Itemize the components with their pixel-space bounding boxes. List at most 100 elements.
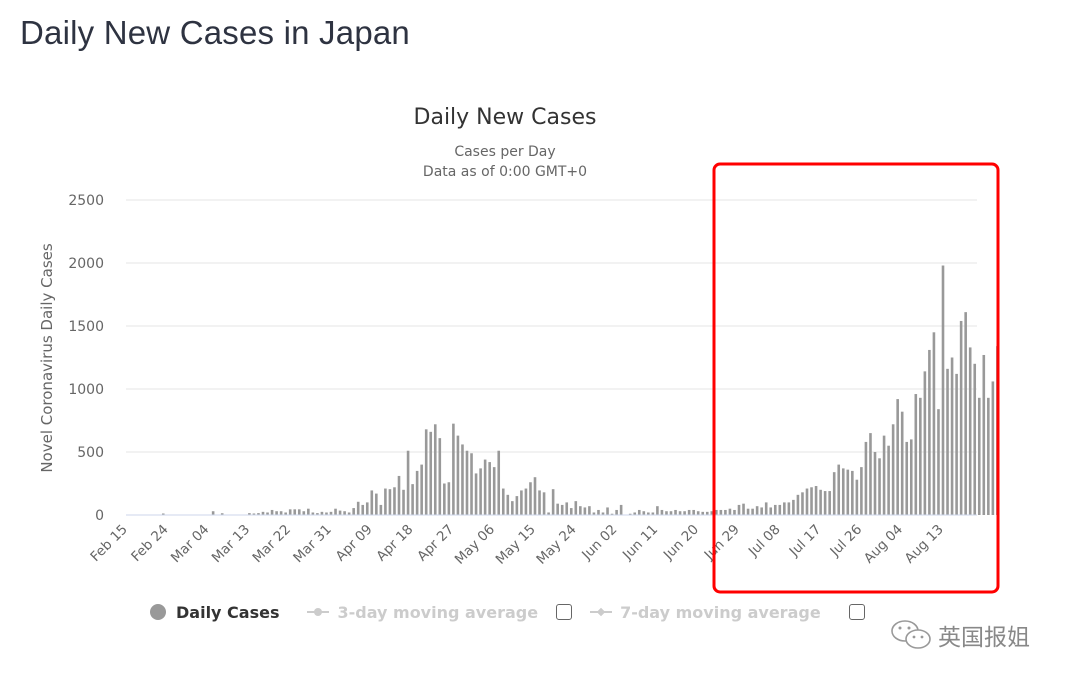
bar[interactable]	[501, 488, 505, 515]
bar[interactable]	[551, 489, 555, 515]
bar[interactable]	[968, 347, 972, 515]
bar[interactable]	[783, 502, 786, 515]
bar[interactable]	[542, 492, 546, 515]
bar[interactable]	[474, 473, 478, 515]
bar[interactable]	[647, 512, 650, 515]
bar[interactable]	[665, 511, 668, 515]
bar[interactable]	[325, 512, 328, 515]
bar[interactable]	[633, 512, 637, 515]
bar[interactable]	[302, 511, 306, 515]
bar[interactable]	[615, 509, 618, 515]
bar[interactable]	[746, 508, 750, 515]
bar[interactable]	[406, 450, 410, 515]
bar[interactable]	[438, 438, 442, 515]
bar[interactable]	[977, 397, 981, 515]
bar[interactable]	[411, 484, 414, 515]
bar[interactable]	[520, 490, 523, 515]
bar[interactable]	[687, 509, 691, 515]
bar[interactable]	[579, 506, 582, 515]
bar[interactable]	[810, 487, 813, 515]
bar[interactable]	[823, 491, 827, 515]
bar[interactable]	[293, 509, 297, 515]
bar[interactable]	[864, 441, 868, 515]
bar[interactable]	[515, 496, 519, 515]
bar[interactable]	[656, 506, 659, 515]
bar[interactable]	[651, 512, 655, 515]
bar[interactable]	[914, 394, 918, 515]
bar[interactable]	[443, 483, 446, 516]
bar[interactable]	[610, 513, 614, 515]
bar[interactable]	[402, 489, 405, 515]
bar[interactable]	[606, 507, 609, 515]
bar[interactable]	[320, 511, 324, 515]
bar[interactable]	[547, 512, 550, 515]
bar[interactable]	[928, 349, 931, 515]
bar[interactable]	[297, 509, 301, 515]
bar[interactable]	[701, 511, 705, 515]
bar[interactable]	[751, 508, 754, 515]
bar[interactable]	[429, 431, 433, 515]
bar[interactable]	[959, 320, 963, 515]
legend-item-daily-cases[interactable]: Daily Cases	[150, 603, 279, 622]
bar[interactable]	[461, 444, 464, 515]
bar[interactable]	[384, 488, 387, 515]
bar[interactable]	[488, 462, 491, 515]
bar[interactable]	[565, 502, 569, 515]
bar[interactable]	[588, 506, 591, 515]
bar[interactable]	[569, 508, 573, 515]
bar[interactable]	[674, 509, 677, 515]
bar[interactable]	[338, 510, 342, 515]
bar[interactable]	[220, 513, 224, 515]
bar[interactable]	[882, 435, 886, 515]
bar[interactable]	[257, 513, 260, 515]
bar[interactable]	[266, 512, 269, 515]
bar[interactable]	[352, 508, 355, 515]
bar[interactable]	[964, 312, 967, 515]
bar[interactable]	[420, 464, 423, 515]
bar[interactable]	[279, 511, 283, 515]
bar[interactable]	[696, 511, 700, 515]
bar[interactable]	[560, 504, 564, 515]
bar[interactable]	[347, 512, 351, 515]
bar[interactable]	[715, 509, 718, 515]
bar[interactable]	[452, 423, 455, 515]
bar[interactable]	[887, 445, 890, 515]
bar[interactable]	[846, 469, 850, 515]
bar[interactable]	[950, 357, 954, 516]
bar[interactable]	[724, 509, 727, 515]
bar[interactable]	[923, 371, 927, 515]
bar[interactable]	[538, 490, 541, 515]
bar[interactable]	[841, 468, 845, 515]
bar[interactable]	[742, 503, 745, 515]
bar[interactable]	[261, 511, 265, 515]
bar[interactable]	[456, 435, 460, 515]
bar[interactable]	[506, 494, 510, 515]
bar[interactable]	[479, 468, 482, 515]
bar[interactable]	[642, 511, 646, 515]
bar[interactable]	[733, 509, 736, 515]
bar[interactable]	[937, 409, 940, 515]
bar[interactable]	[991, 381, 995, 515]
bar[interactable]	[529, 482, 532, 515]
bar[interactable]	[592, 512, 596, 515]
bar[interactable]	[837, 464, 841, 515]
bar[interactable]	[760, 507, 763, 515]
bar[interactable]	[669, 511, 673, 515]
bar[interactable]	[393, 487, 396, 515]
bar[interactable]	[433, 424, 437, 515]
bar[interactable]	[878, 458, 881, 515]
bar[interactable]	[787, 502, 791, 515]
bar[interactable]	[447, 482, 451, 515]
bar[interactable]	[792, 499, 795, 515]
bar[interactable]	[375, 493, 378, 515]
bar[interactable]	[737, 504, 741, 515]
bar[interactable]	[334, 508, 337, 515]
bar[interactable]	[905, 441, 909, 515]
bar[interactable]	[601, 512, 605, 515]
7day-average-checkbox[interactable]	[848, 604, 865, 620]
bar[interactable]	[211, 511, 215, 515]
bar[interactable]	[683, 511, 686, 515]
bar[interactable]	[365, 502, 369, 515]
bar[interactable]	[801, 492, 804, 515]
bar[interactable]	[814, 486, 818, 515]
